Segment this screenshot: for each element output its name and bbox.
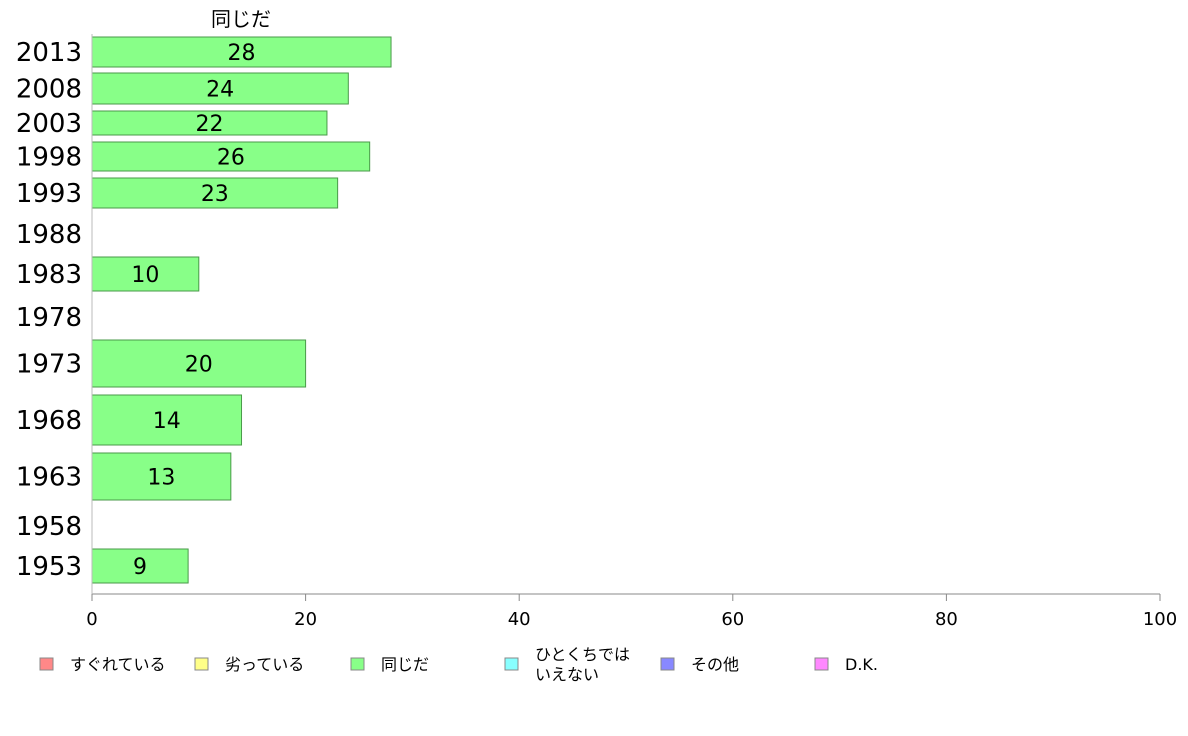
category-label: 1973 [16,350,82,380]
bar [91,72,349,105]
category-label: 2008 [16,75,82,105]
category-label: 1983 [16,260,82,290]
legend-swatch [814,657,829,671]
legend-swatch [660,657,675,671]
category-label: 1958 [16,512,82,542]
legend-swatch [39,657,54,671]
x-tick-label: 100 [1143,609,1177,630]
category-label: 1968 [16,406,82,436]
bar-value-label: 26 [217,146,245,171]
bar-value-label: 20 [185,353,213,378]
category-label: 1998 [16,143,82,173]
bar [91,36,392,68]
legend: すぐれている 劣っている 同じだ ひとくちではいえない その他 D.K. [39,645,878,684]
chart-title: 同じだ [211,7,271,31]
category-label: 1988 [16,220,82,250]
legend-label: すぐれている [70,655,166,674]
bar-value-label: 23 [201,182,229,207]
legend-swatch [350,657,365,671]
x-tick-label: 60 [721,609,744,630]
legend-label: 同じだ [381,655,429,674]
category-label: 2003 [16,109,82,139]
legend-label: ひとくちではいえない [535,645,630,684]
bar-value-label: 22 [195,112,223,137]
bar-value-label: 24 [206,78,234,103]
x-tick-label: 80 [935,609,958,630]
legend-label: 劣っている [225,655,304,674]
legend-label: その他 [691,655,739,674]
bar [91,548,189,584]
x-tick-label: 20 [294,609,317,630]
legend-label: D.K. [845,655,878,674]
bar [91,141,371,172]
bar-value-label: 10 [131,263,159,288]
category-label: 1978 [16,303,82,333]
bar-value-label: 13 [147,466,175,491]
category-label: 2013 [16,38,82,68]
bar [91,177,339,209]
bar-value-label: 14 [153,409,181,434]
bar [91,110,328,136]
category-label: 1953 [16,552,82,582]
bar [91,339,307,388]
bar-value-label: 28 [228,41,256,66]
legend-swatch [194,657,209,671]
x-axis: 0 20 40 60 80 100 [86,34,1177,630]
x-tick-label: 0 [86,609,97,630]
legend-swatch [504,657,519,671]
bar-value-label: 9 [133,555,147,580]
category-label: 1963 [16,463,82,493]
x-tick-label: 40 [508,609,531,630]
category-label: 1993 [16,179,82,209]
